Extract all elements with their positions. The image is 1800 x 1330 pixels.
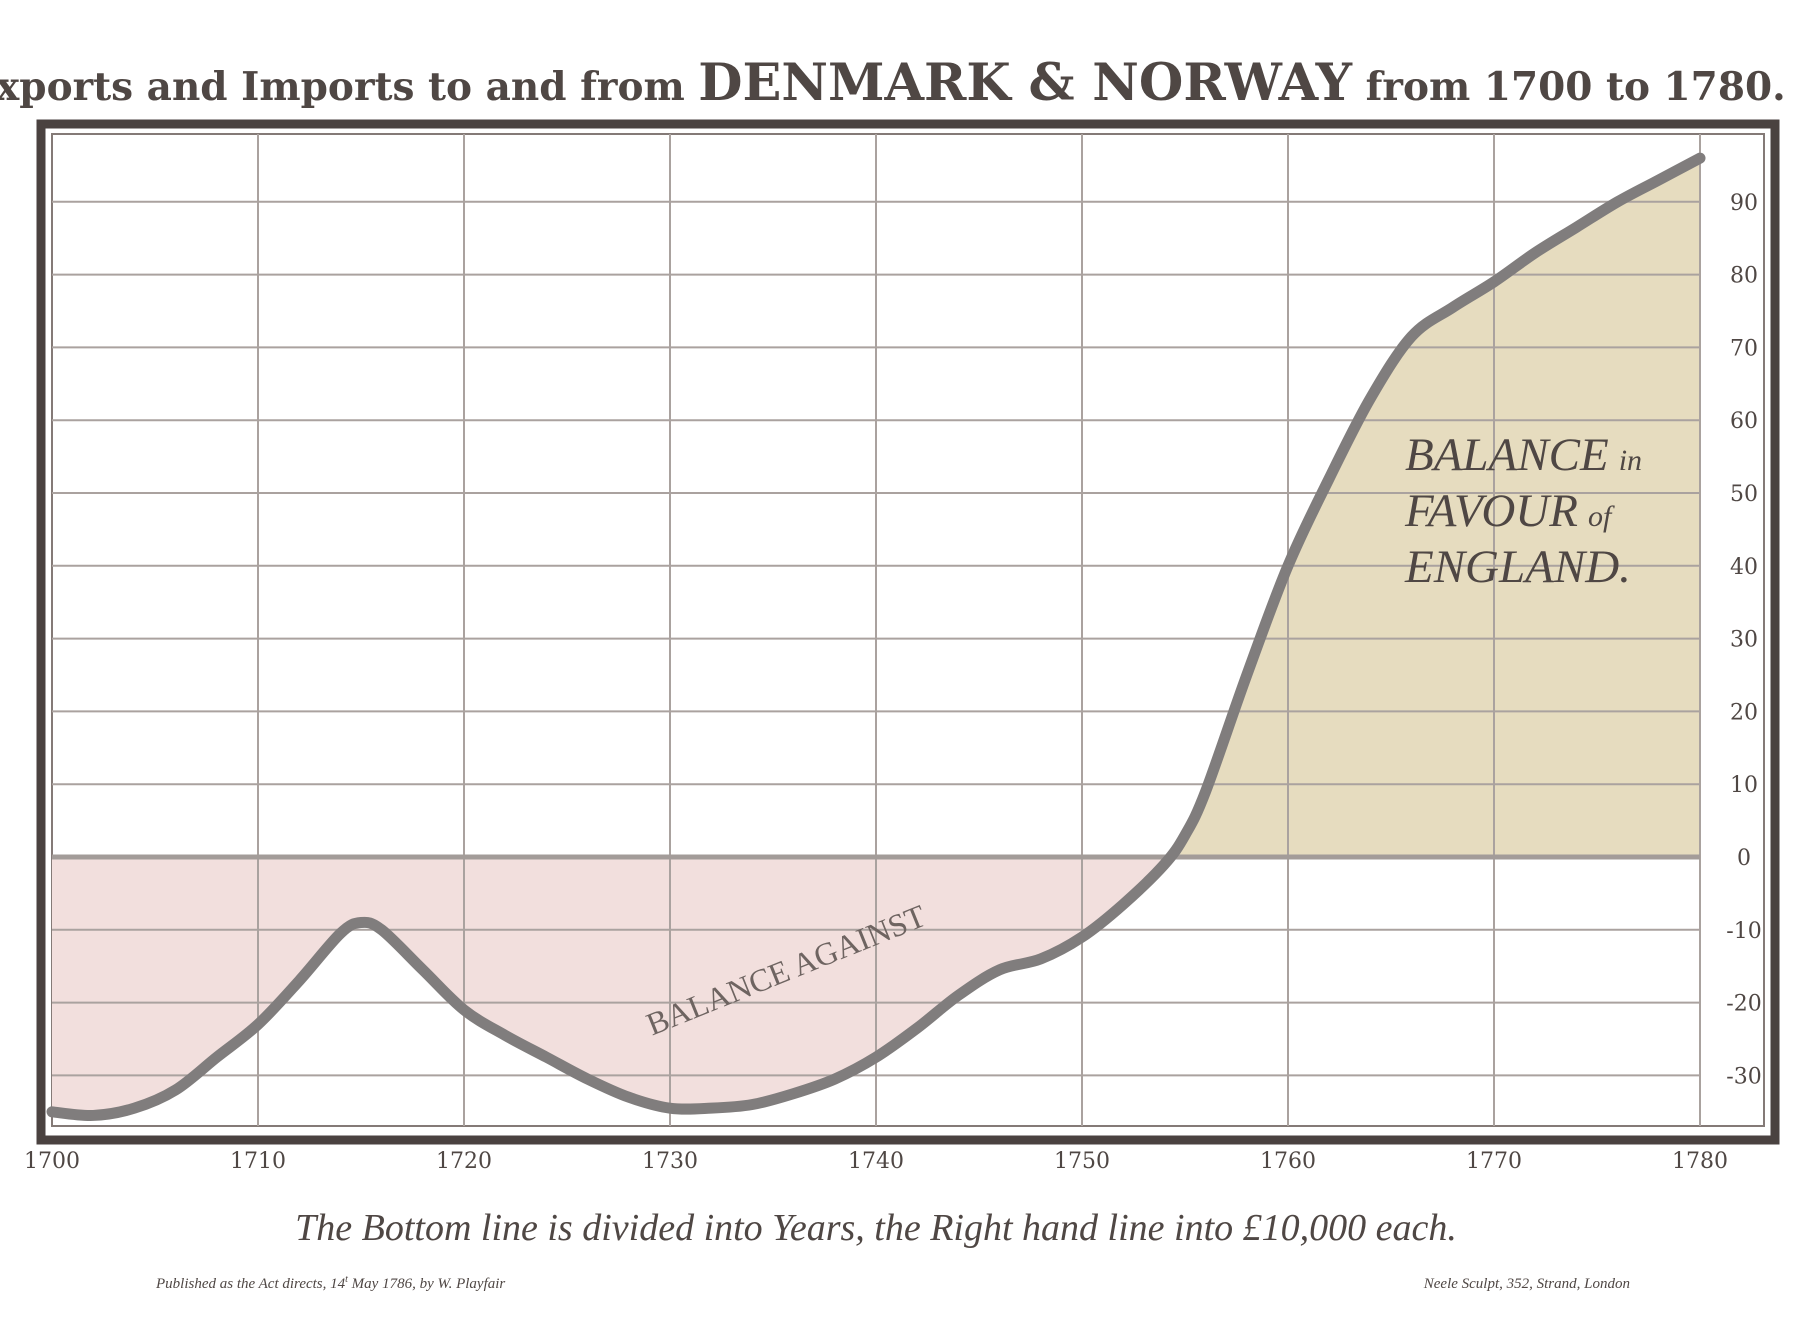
favour-area bbox=[1169, 158, 1700, 857]
x-tick-label-1710: 1710 bbox=[230, 1149, 286, 1174]
inner-frame bbox=[51, 133, 1765, 1127]
favour-line-3-main: ENGLAND. bbox=[1404, 541, 1631, 593]
y-tick-label--30: -30 bbox=[1726, 1064, 1761, 1089]
footnote-left-superscript: t bbox=[345, 1274, 348, 1285]
chart-title: Exports and Imports to and from DENMARK … bbox=[0, 53, 1786, 113]
y-axis-ticks: 90 80 70 60 50 40 30 20 10 0 -10 -20 -30 bbox=[1726, 191, 1761, 1090]
footnote-left-text: Published as the Act directs, 14 bbox=[155, 1276, 346, 1292]
favour-annotation-line-2: FAVOUR of bbox=[1404, 485, 1615, 537]
y-tick-label-50: 50 bbox=[1730, 482, 1758, 507]
y-tick-label-70: 70 bbox=[1730, 336, 1758, 361]
y-tick-label-20: 20 bbox=[1730, 700, 1758, 725]
balance-line bbox=[46, 152, 1706, 1121]
y-tick-label-40: 40 bbox=[1730, 555, 1758, 580]
title-suffix: from 1700 to 1780. bbox=[1352, 64, 1786, 110]
against-area bbox=[52, 857, 1170, 1116]
balance-areas bbox=[52, 158, 1700, 1116]
title-emphasis: DENMARK & NORWAY bbox=[698, 53, 1352, 113]
favour-annotation-line-3: ENGLAND. bbox=[1404, 541, 1631, 593]
x-tick-label-1760: 1760 bbox=[1260, 1149, 1316, 1174]
y-tick-label--20: -20 bbox=[1726, 992, 1761, 1017]
footnote-right: Neele Sculpt, 352, Strand, London bbox=[1423, 1276, 1630, 1292]
x-tick-label-1730: 1730 bbox=[642, 1149, 698, 1174]
favour-line-1-small: in bbox=[1619, 444, 1642, 477]
x-tick-label-1780: 1780 bbox=[1672, 1149, 1728, 1174]
chart-caption: The Bottom line is divided into Years, t… bbox=[295, 1207, 1457, 1249]
balance-line-group bbox=[46, 152, 1706, 1121]
favour-annotation-line-1: BALANCE in bbox=[1405, 429, 1642, 481]
y-tick-label--10: -10 bbox=[1726, 919, 1761, 944]
x-tick-label-1720: 1720 bbox=[436, 1149, 492, 1174]
y-tick-label-10: 10 bbox=[1730, 773, 1758, 798]
grid bbox=[52, 134, 1701, 1126]
x-tick-label-1700: 1700 bbox=[24, 1149, 80, 1174]
x-tick-label-1740: 1740 bbox=[848, 1149, 904, 1174]
x-axis-ticks: 1700 1710 1720 1730 1740 1750 1760 1770 1780 bbox=[24, 1149, 1728, 1174]
y-tick-label-0: 0 bbox=[1737, 846, 1751, 871]
favour-line-2-small: of bbox=[1588, 500, 1615, 533]
y-tick-label-80: 80 bbox=[1730, 264, 1758, 289]
title-prefix: Exports and Imports to and from bbox=[0, 64, 698, 110]
favour-line-1-main: BALANCE bbox=[1405, 429, 1609, 481]
footnote-left: Published as the Act directs, 14t May 17… bbox=[155, 1274, 505, 1292]
y-tick-label-60: 60 bbox=[1730, 409, 1758, 434]
x-tick-label-1750: 1750 bbox=[1054, 1149, 1110, 1174]
outer-frame bbox=[36, 119, 1780, 1145]
y-tick-label-90: 90 bbox=[1730, 191, 1758, 216]
favour-line-2-main: FAVOUR bbox=[1404, 485, 1578, 537]
y-tick-label-30: 30 bbox=[1730, 628, 1758, 653]
x-tick-label-1770: 1770 bbox=[1466, 1149, 1522, 1174]
footnote-left-text-after: May 1786, by W. Playfair bbox=[348, 1276, 506, 1292]
